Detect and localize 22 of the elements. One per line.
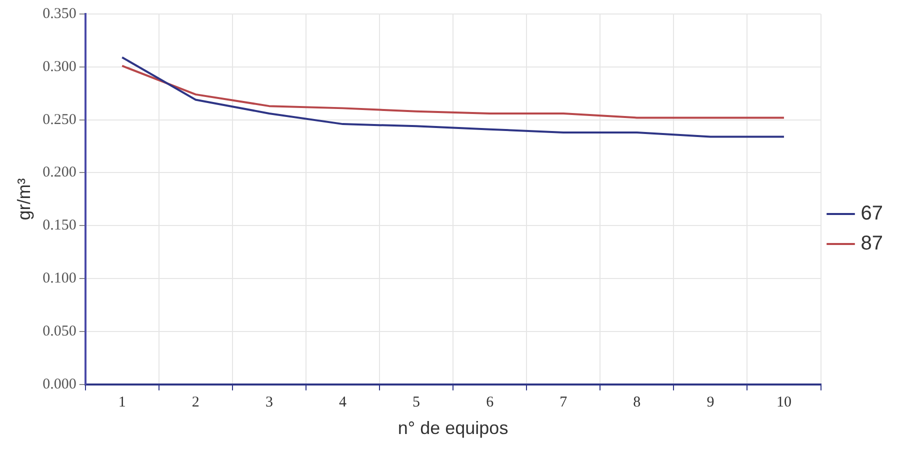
x-tick-label: 2 [192,394,200,410]
x-tick-label: 5 [412,394,420,410]
y-tick-label: 0.100 [42,270,76,287]
y-tick-label: 0.150 [42,218,76,234]
x-tick-label: 9 [706,394,714,410]
x-tick-label: 3 [265,394,273,410]
y-tick-label: 0.350 [42,6,76,22]
y-tick-label: 0.250 [42,112,76,128]
legend-label: 67 [860,202,884,225]
x-tick-label: 6 [486,394,494,410]
x-tick-label: 7 [560,394,568,410]
x-tick-label: 1 [118,394,126,410]
x-axis-title: n° de equipos [398,418,508,438]
y-axis-title: gr/m³ [14,178,34,220]
x-tick-label: 8 [633,394,641,410]
y-tick-label: 0.000 [42,376,76,392]
y-tick-label: 0.050 [42,323,76,340]
y-tick-label: 0.200 [42,164,76,181]
legend-label: 87 [860,232,884,255]
y-tick-label: 0.300 [42,58,76,75]
x-tick-label: 4 [338,394,347,410]
x-tick-label: 10 [776,394,792,410]
